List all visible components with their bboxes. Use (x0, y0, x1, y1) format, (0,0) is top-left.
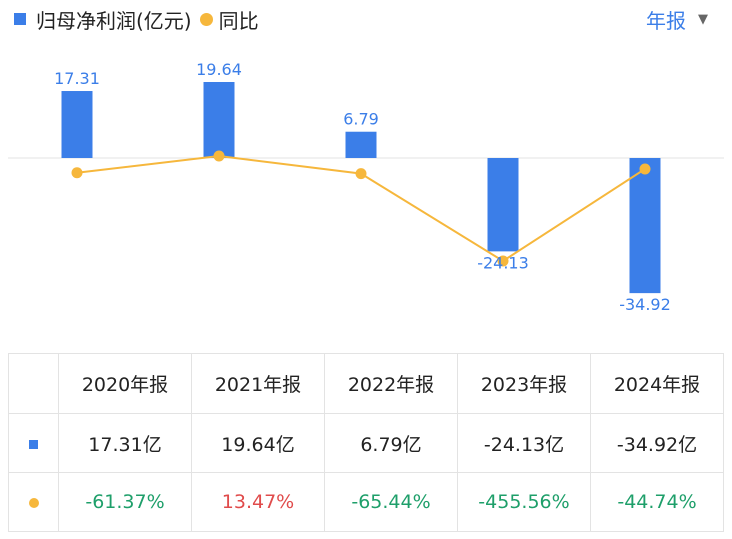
yoy-point[interactable] (639, 163, 651, 175)
bar-series-marker (29, 440, 38, 449)
period-selector-label: 年报 (646, 8, 686, 33)
chevron-down-icon: ▼ (698, 11, 708, 27)
yoy-cell: -44.74% (590, 472, 724, 532)
profit-cell: -24.13亿 (457, 413, 591, 473)
table-corner-cell (8, 353, 59, 414)
table-row-profit: 17.31亿 19.64亿 6.79亿 -24.13亿 -34.92亿 (8, 413, 724, 473)
profit-bar[interactable] (487, 158, 519, 252)
line-legend-marker (199, 12, 213, 26)
bar-value-label: -24.13 (477, 253, 529, 272)
profit-chart: 17.31 19.64 6.79 -24.13 -34.92 (8, 60, 724, 314)
table-header-cell: 2024年报 (590, 353, 724, 414)
table-header-cell: 2021年报 (191, 353, 325, 414)
profit-bar[interactable] (629, 158, 661, 294)
period-selector[interactable]: 年报 ▼ (646, 6, 708, 33)
yoy-cell: -455.56% (457, 472, 591, 532)
yoy-point[interactable] (355, 168, 367, 180)
table-header-cell: 2022年报 (324, 353, 458, 414)
bar-legend-label: 归母净利润(亿元) (36, 8, 192, 33)
profit-cell: 19.64亿 (191, 413, 325, 473)
bar-value-label: 17.31 (54, 69, 100, 88)
line-legend-label: 同比 (218, 8, 259, 33)
yoy-point[interactable] (71, 167, 83, 179)
profit-cell: -34.92亿 (590, 413, 724, 473)
profit-bar[interactable] (61, 91, 93, 158)
profit-bar[interactable] (203, 82, 235, 158)
yoy-row-marker-cell (8, 472, 59, 532)
profit-cell: 17.31亿 (58, 413, 192, 473)
yoy-cell: -65.44% (324, 472, 458, 532)
chart-legend: 归母净利润(亿元) 同比 (14, 6, 259, 33)
table-header-cell: 2023年报 (457, 353, 591, 414)
profit-row-marker-cell (8, 413, 59, 473)
table-row-yoy: -61.37% 13.47% -65.44% -455.56% -44.74% (8, 472, 724, 532)
bar-value-label: -34.92 (619, 295, 671, 314)
table-header-cell: 2020年报 (58, 353, 192, 414)
profit-cell: 6.79亿 (324, 413, 458, 473)
bar-legend-marker (14, 13, 26, 25)
data-table: 2020年报 2021年报 2022年报 2023年报 2024年报 17.31… (8, 353, 724, 532)
yoy-point[interactable] (213, 150, 225, 162)
bar-value-label: 19.64 (196, 60, 242, 79)
profit-bar[interactable] (345, 131, 377, 158)
yoy-cell: 13.47% (191, 472, 325, 532)
yoy-point[interactable] (497, 255, 509, 267)
yoy-cell: -61.37% (58, 472, 192, 532)
line-series-marker (28, 498, 39, 508)
table-header-row: 2020年报 2021年报 2022年报 2023年报 2024年报 (8, 353, 724, 414)
bar-value-label: 6.79 (343, 110, 379, 129)
